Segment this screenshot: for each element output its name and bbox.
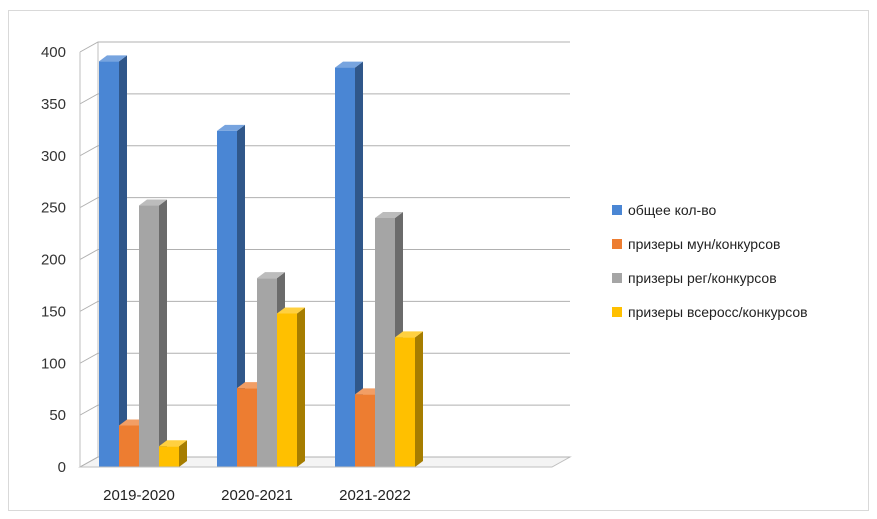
bar-front [119, 425, 139, 467]
bar-front [217, 130, 237, 467]
bar-top [159, 440, 187, 447]
x-tick-label: 2020-2021 [221, 487, 293, 504]
bar [159, 440, 187, 467]
bar-front [335, 67, 355, 467]
legend-swatch [612, 273, 622, 283]
x-tick-label: 2021-2022 [339, 487, 411, 504]
legend-swatch [612, 239, 622, 249]
legend-swatch [612, 307, 622, 317]
bar-front [99, 61, 119, 468]
gridline [79, 197, 570, 209]
bar [139, 199, 167, 468]
gridline [79, 145, 570, 157]
bar-side [297, 307, 305, 467]
bar-side [159, 199, 167, 468]
bar [99, 55, 127, 468]
bar-side [415, 331, 423, 467]
bars [99, 55, 423, 468]
bar-side [355, 61, 363, 467]
legend-label: призеры мун/конкурсов [628, 236, 780, 252]
bar-front [159, 446, 179, 467]
bar-front [375, 218, 395, 467]
gridline [79, 93, 570, 105]
bar-front [277, 313, 297, 467]
bar-side [237, 124, 245, 467]
legend-label: общее кол-во [628, 202, 717, 218]
y-tick-label: 400 [41, 44, 66, 61]
bar-front [355, 394, 375, 467]
gridline [79, 41, 570, 53]
y-tick-label: 50 [49, 407, 66, 424]
bar-front [237, 388, 257, 467]
y-tick-label: 200 [41, 252, 66, 269]
legend-item: призеры рег/конкурсов [612, 270, 777, 286]
bar-side [179, 440, 187, 467]
bar-top [277, 307, 305, 314]
gridlines [79, 41, 570, 468]
y-tick-label: 350 [41, 96, 66, 113]
x-tick-label: 2019-2020 [103, 487, 175, 504]
bar-side [119, 55, 127, 468]
y-tick-label: 100 [41, 355, 66, 372]
bar-front [395, 337, 415, 467]
y-tick-label: 0 [58, 459, 66, 476]
legend-label: призеры всеросс/конкурсов [628, 304, 808, 320]
legend: общее кол-во призеры мун/конкурсов призеры… [612, 202, 808, 320]
bar [335, 61, 363, 467]
legend-item: общее кол-во [612, 202, 717, 218]
bar-front [139, 205, 159, 468]
legend-label: призеры рег/конкурсов [628, 270, 777, 286]
bar [217, 124, 245, 467]
bar-top [99, 55, 127, 62]
bar [395, 331, 423, 467]
legend-item: призеры мун/конкурсов [612, 236, 780, 252]
bar-top [217, 124, 245, 131]
bar-top [257, 272, 285, 279]
bar-top [335, 61, 363, 68]
legend-swatch [612, 205, 622, 215]
bar [277, 307, 305, 467]
y-axis: 0 50 100 150 200 250 300 350 400 [41, 44, 81, 476]
bar-front [257, 278, 277, 467]
chart-frame [8, 10, 869, 511]
bar-top [375, 212, 403, 218]
bar-top [395, 331, 423, 338]
x-axis: 2019-2020 2020-2021 2021-2022 [80, 466, 552, 504]
gridline [79, 249, 570, 260]
bar-top [139, 199, 167, 206]
y-tick-label: 250 [41, 200, 66, 217]
gridline [79, 300, 570, 312]
y-tick-label: 300 [41, 148, 66, 165]
y-tick-label: 150 [41, 303, 66, 320]
legend-item: призеры всеросс/конкурсов [612, 304, 808, 320]
